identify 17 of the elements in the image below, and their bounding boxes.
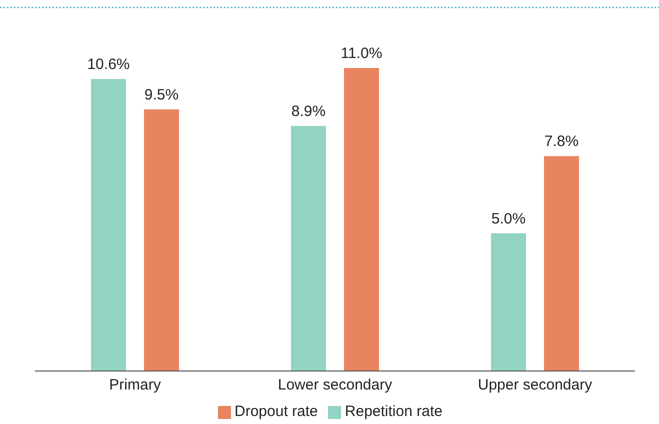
data-label: 5.0% — [491, 210, 526, 228]
bar — [491, 233, 526, 371]
bar — [544, 156, 579, 371]
bar — [344, 68, 379, 371]
data-label: 9.5% — [144, 86, 179, 104]
x-tick-label: Primary — [109, 376, 162, 394]
bar — [91, 79, 126, 371]
legend-label: Dropout rate — [234, 403, 318, 420]
legend-label: Repetition rate — [344, 403, 442, 420]
data-label: 7.8% — [544, 133, 579, 150]
data-label: 11.0% — [340, 45, 382, 62]
data-label: 10.6% — [87, 56, 130, 74]
bar — [291, 126, 326, 371]
x-tick-label: Upper secondary — [478, 376, 593, 394]
data-label: 8.9% — [291, 102, 326, 120]
bar — [144, 109, 179, 371]
x-tick-label: Lower secondary — [278, 376, 393, 394]
